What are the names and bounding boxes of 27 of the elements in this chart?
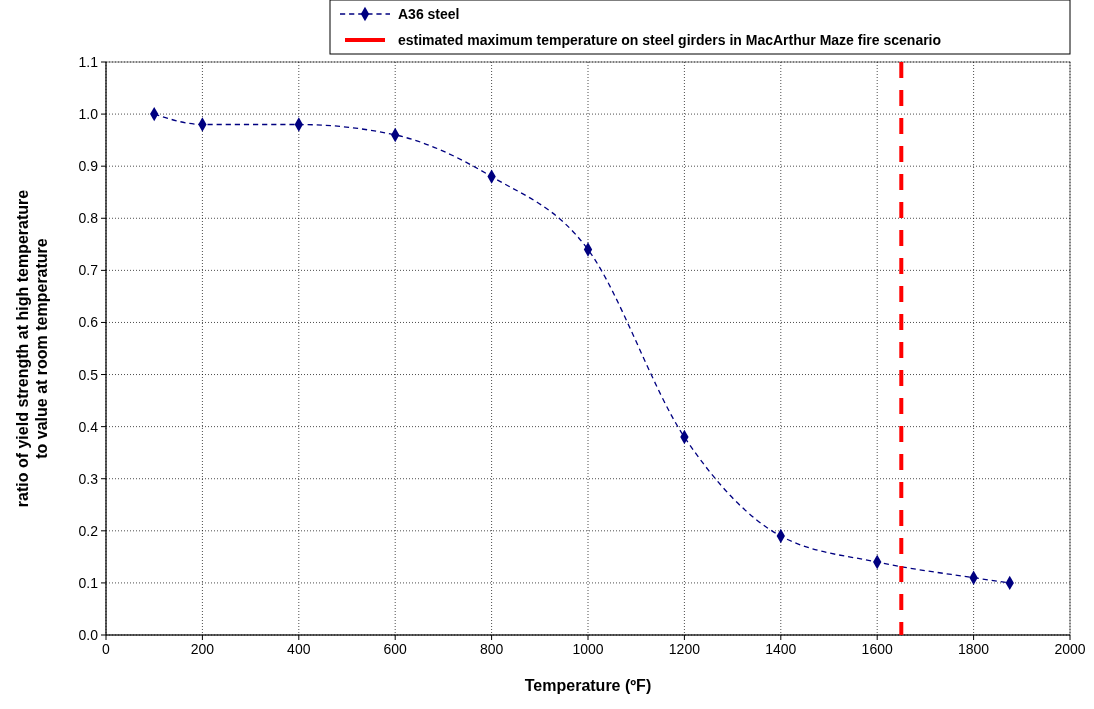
x-axis-title: Temperature (ºF) (524, 677, 652, 694)
legend-label: estimated maximum temperature on steel girders in MacArthur Maze fire scenario (398, 32, 942, 48)
x-tick-label: 0 (102, 641, 111, 657)
x-tick-label: 1200 (668, 641, 701, 657)
y-tick-label: 0.1 (78, 574, 99, 591)
x-tick-label: 1400 (765, 641, 797, 657)
y-tick-label: 0.9 (78, 158, 99, 175)
x-tick-label: 600 (383, 641, 408, 657)
x-tick-label: 1000 (572, 641, 604, 657)
y-tick-label: 0.4 (78, 418, 99, 435)
legend-label: A36 steel (398, 6, 460, 22)
y-tick-label: 0.6 (78, 314, 99, 331)
x-tick-label: 800 (479, 641, 504, 657)
y-tick-label: 0.7 (78, 262, 99, 279)
y-tick-label: 0.2 (78, 522, 99, 539)
x-tick-label: 200 (190, 641, 215, 657)
y-tick-label: 1.0 (78, 106, 99, 123)
y-tick-label: 0.3 (78, 470, 99, 487)
y-tick-label: 0.0 (78, 627, 99, 643)
y-tick-label: 1.1 (78, 54, 99, 70)
y-tick-label: 0.5 (78, 366, 99, 383)
x-tick-label: 2000 (1054, 641, 1086, 657)
x-tick-label: 1600 (861, 641, 893, 657)
y-axis-title: ratio of yield strength at high temperature to value at room temperature (14, 189, 50, 508)
x-tick-label: 1800 (958, 641, 990, 657)
x-tick-label: 400 (287, 641, 311, 657)
y-tick-label: 0.8 (78, 210, 99, 227)
